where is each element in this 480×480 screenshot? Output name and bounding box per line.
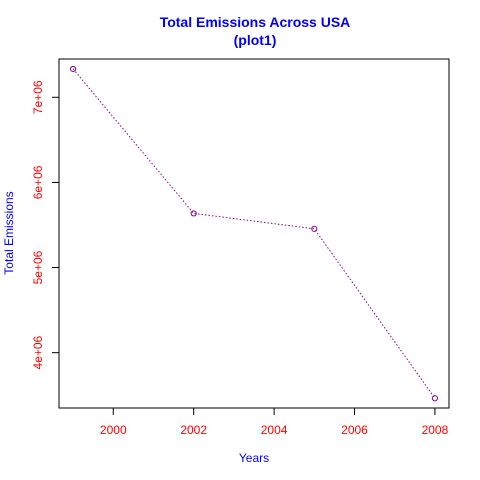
- y-tick-label: 6e+06: [31, 165, 45, 199]
- x-tick-label: 2000: [100, 423, 127, 437]
- y-axis: 4e+06 5e+06 6e+06 7e+06: [31, 80, 60, 370]
- y-axis-label: Total Emissions: [2, 191, 16, 274]
- series-layer: [69, 65, 439, 402]
- chart-title: Total Emissions Across USA: [160, 14, 351, 30]
- x-tick-label: 2004: [261, 423, 288, 437]
- plot-frame: [58, 58, 450, 409]
- data-point: [190, 210, 197, 217]
- y-tick-label: 4e+06: [31, 335, 45, 369]
- x-tick-label: 2006: [341, 423, 368, 437]
- data-point: [69, 65, 77, 73]
- y-tick-label: 5e+06: [31, 250, 45, 284]
- x-tick-label: 2002: [180, 423, 207, 437]
- chart-subtitle: (plot1): [234, 32, 277, 48]
- series-line: [72, 68, 436, 399]
- x-tick-label: 2008: [422, 423, 449, 437]
- x-axis: 2000 2002 2004 2006 2008: [100, 407, 449, 437]
- x-axis-label: Years: [239, 451, 269, 465]
- y-tick-label: 7e+06: [31, 80, 45, 114]
- data-point: [311, 225, 318, 232]
- data-point: [431, 395, 439, 402]
